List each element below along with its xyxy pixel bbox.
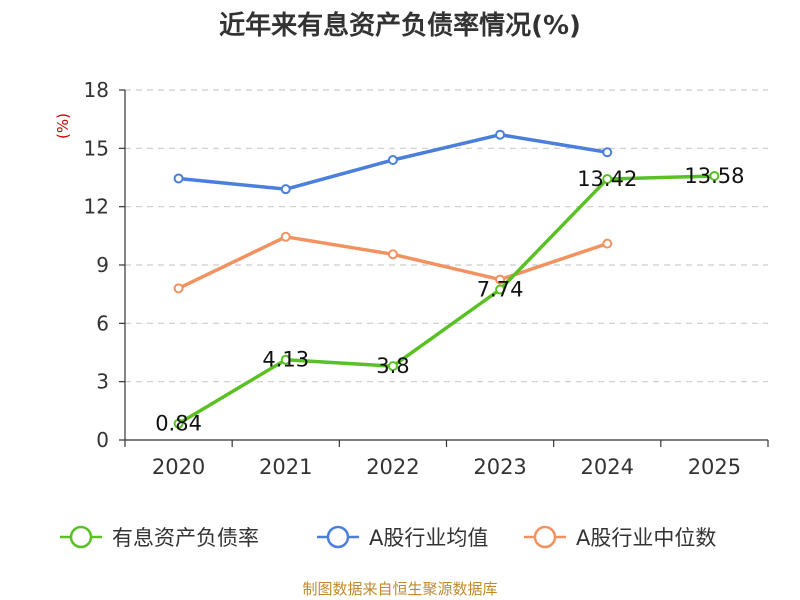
- data-point-s0-2024: [602, 174, 613, 185]
- chart-title: 近年来有息资产负债率情况(%): [219, 10, 581, 41]
- data-label-2020: 0.84: [155, 412, 202, 436]
- legend: 有息资产负债率 A股行业均值 A股行业中位数: [60, 525, 716, 550]
- series-lines: [173, 129, 720, 429]
- grid-lines: [125, 89, 768, 383]
- y-tick-label-1: 3: [96, 370, 109, 394]
- data-label-2025: 13.58: [684, 164, 744, 188]
- data-point-s2-2021: [280, 231, 291, 242]
- data-label-2023: 7.74: [477, 278, 524, 302]
- data-point-s0-2022: [387, 361, 398, 372]
- series-line-0: [177, 174, 715, 426]
- legend-label-2: A股行业中位数: [576, 526, 716, 550]
- data-point-s1-2023: [495, 129, 506, 140]
- data-labels: 0.84 4.13 3.8 7.74 13.42 13.58: [155, 164, 744, 436]
- x-tick-label-2022: 2022: [366, 455, 419, 479]
- data-source-caption: 制图数据来自恒生聚源数据库: [302, 580, 497, 598]
- data-point-s0-2023: [495, 284, 506, 295]
- data-point-s1-2024: [602, 147, 613, 158]
- legend-marker-0: [69, 525, 93, 549]
- x-tick-label-2024: 2024: [581, 455, 634, 479]
- axes: 0 3 6 9 12 15 18 2020 2021 2022 2023 2024 2025: [84, 78, 769, 479]
- data-label-2022: 3.8: [376, 354, 409, 378]
- y-axis-unit-label: (%): [54, 113, 72, 139]
- x-tick-label-2025: 2025: [688, 455, 741, 479]
- data-point-s2-2022: [387, 249, 398, 260]
- y-tick-label-6: 18: [84, 78, 109, 102]
- legend-marker-1: [326, 525, 350, 549]
- data-point-s0-2021: [280, 354, 291, 365]
- data-label-2024: 13.42: [577, 167, 637, 191]
- data-point-s1-2020: [173, 173, 184, 184]
- data-point-s2-2020: [173, 283, 184, 294]
- legend-label-0: 有息资产负债率: [112, 526, 259, 550]
- data-point-s1-2021: [280, 184, 291, 195]
- data-point-s1-2022: [387, 155, 398, 165]
- data-point-s0-2020: [173, 418, 184, 429]
- x-tick-label-2020: 2020: [152, 455, 205, 479]
- y-tick-label-4: 12: [84, 195, 109, 219]
- y-tick-label-0: 0: [96, 428, 109, 452]
- data-point-s2-2024: [602, 238, 613, 249]
- x-tick-label-2023: 2023: [473, 455, 526, 479]
- y-tick-label-5: 15: [84, 136, 109, 160]
- data-point-s0-2025: [709, 170, 720, 181]
- legend-label-1: A股行业均值: [369, 526, 488, 550]
- legend-marker-2: [533, 525, 557, 549]
- x-tick-label-2021: 2021: [259, 455, 312, 479]
- y-tick-label-3: 9: [96, 253, 109, 277]
- data-point-s2-2023: [495, 274, 506, 285]
- data-label-2021: 4.13: [262, 348, 309, 372]
- y-tick-label-2: 6: [96, 311, 109, 335]
